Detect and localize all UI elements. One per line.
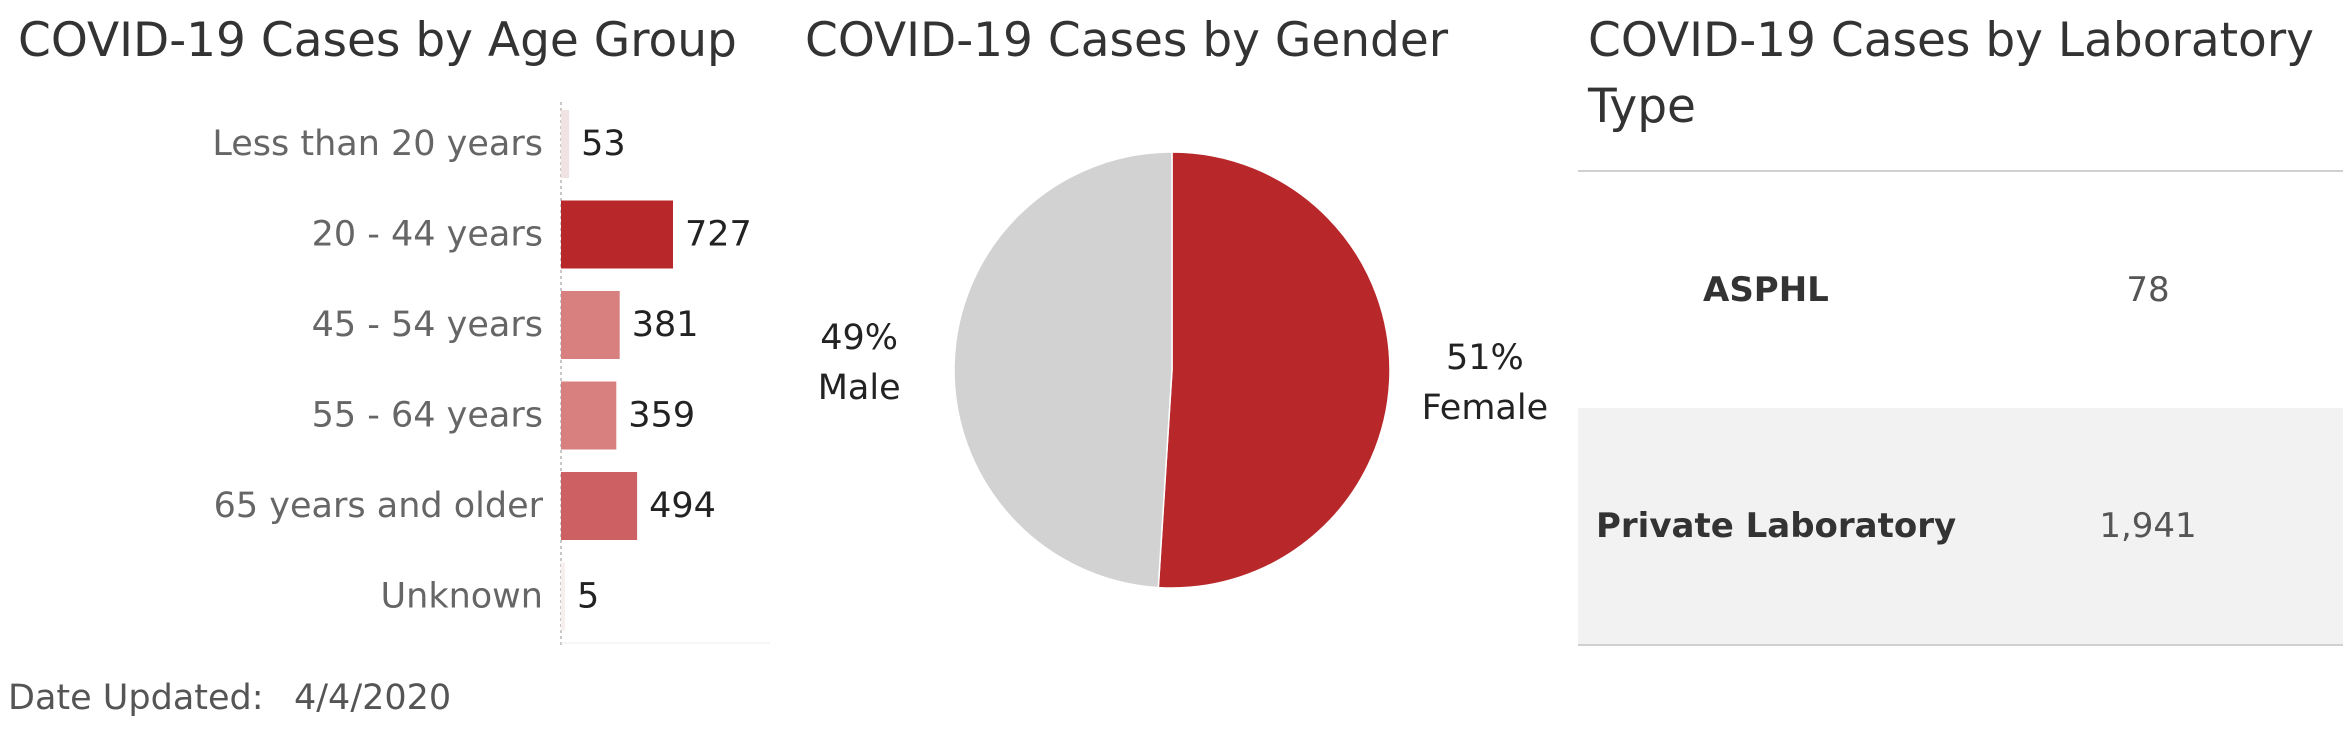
age-bar bbox=[561, 472, 638, 540]
lab-value-cell: 78 bbox=[2126, 270, 2170, 310]
pie-category-label: Female bbox=[1422, 388, 1549, 428]
lab-name-cell: ASPHL bbox=[1703, 270, 1829, 310]
age-category-label: Unknown bbox=[381, 577, 543, 617]
gender-chart-title: COVID-19 Cases by Gender bbox=[805, 13, 1449, 68]
age-category-label: 45 - 54 years bbox=[312, 305, 543, 345]
gender-pie-chart: 51% Female 49% Male bbox=[818, 151, 1549, 589]
age-category-label: 20 - 44 years bbox=[312, 215, 543, 255]
pie-percent-label: 49% bbox=[820, 318, 898, 358]
age-category-label: 65 years and older bbox=[214, 486, 544, 526]
pie-percent-label: 51% bbox=[1446, 338, 1524, 378]
lab-type-table: ASPHL 78 Private Laboratory 1,941 bbox=[1578, 170, 2343, 646]
lab-table-row: ASPHL 78 bbox=[1578, 172, 2343, 408]
age-bar bbox=[561, 562, 565, 631]
lab-table-row: Private Laboratory 1,941 bbox=[1578, 408, 2343, 644]
age-chart-title: COVID-19 Cases by Age Group bbox=[18, 13, 737, 68]
age-category-label: 55 - 64 years bbox=[312, 396, 543, 436]
age-value-label: 359 bbox=[628, 396, 695, 436]
date-updated-label: Date Updated: bbox=[8, 678, 264, 718]
lab-name-cell: Private Laboratory bbox=[1596, 506, 1957, 546]
age-group-bar-chart: Less than 20 years 53 20 - 44 years 727 45 -… bbox=[212, 102, 770, 645]
date-updated-value: 4/4/2020 bbox=[294, 678, 452, 718]
age-bar bbox=[561, 200, 673, 269]
age-value-label: 494 bbox=[649, 486, 716, 526]
age-value-label: 381 bbox=[632, 305, 699, 345]
age-bar bbox=[561, 291, 620, 359]
lab-value-cell: 1,941 bbox=[2099, 506, 2197, 546]
date-updated: Date Updated: 4/4/2020 bbox=[8, 678, 451, 718]
age-value-label: 727 bbox=[685, 215, 752, 255]
age-value-label: 5 bbox=[577, 577, 599, 617]
age-value-label: 53 bbox=[581, 124, 626, 164]
lab-table-title: COVID-19 Cases by Laboratory Type bbox=[1588, 13, 2314, 134]
pie-category-label: Male bbox=[818, 368, 901, 408]
pie-slice-female bbox=[1157, 151, 1391, 589]
age-bar bbox=[561, 110, 570, 178]
age-category-label: Less than 20 years bbox=[212, 124, 543, 164]
pie-slice-male bbox=[953, 151, 1173, 589]
age-bar bbox=[561, 381, 617, 450]
